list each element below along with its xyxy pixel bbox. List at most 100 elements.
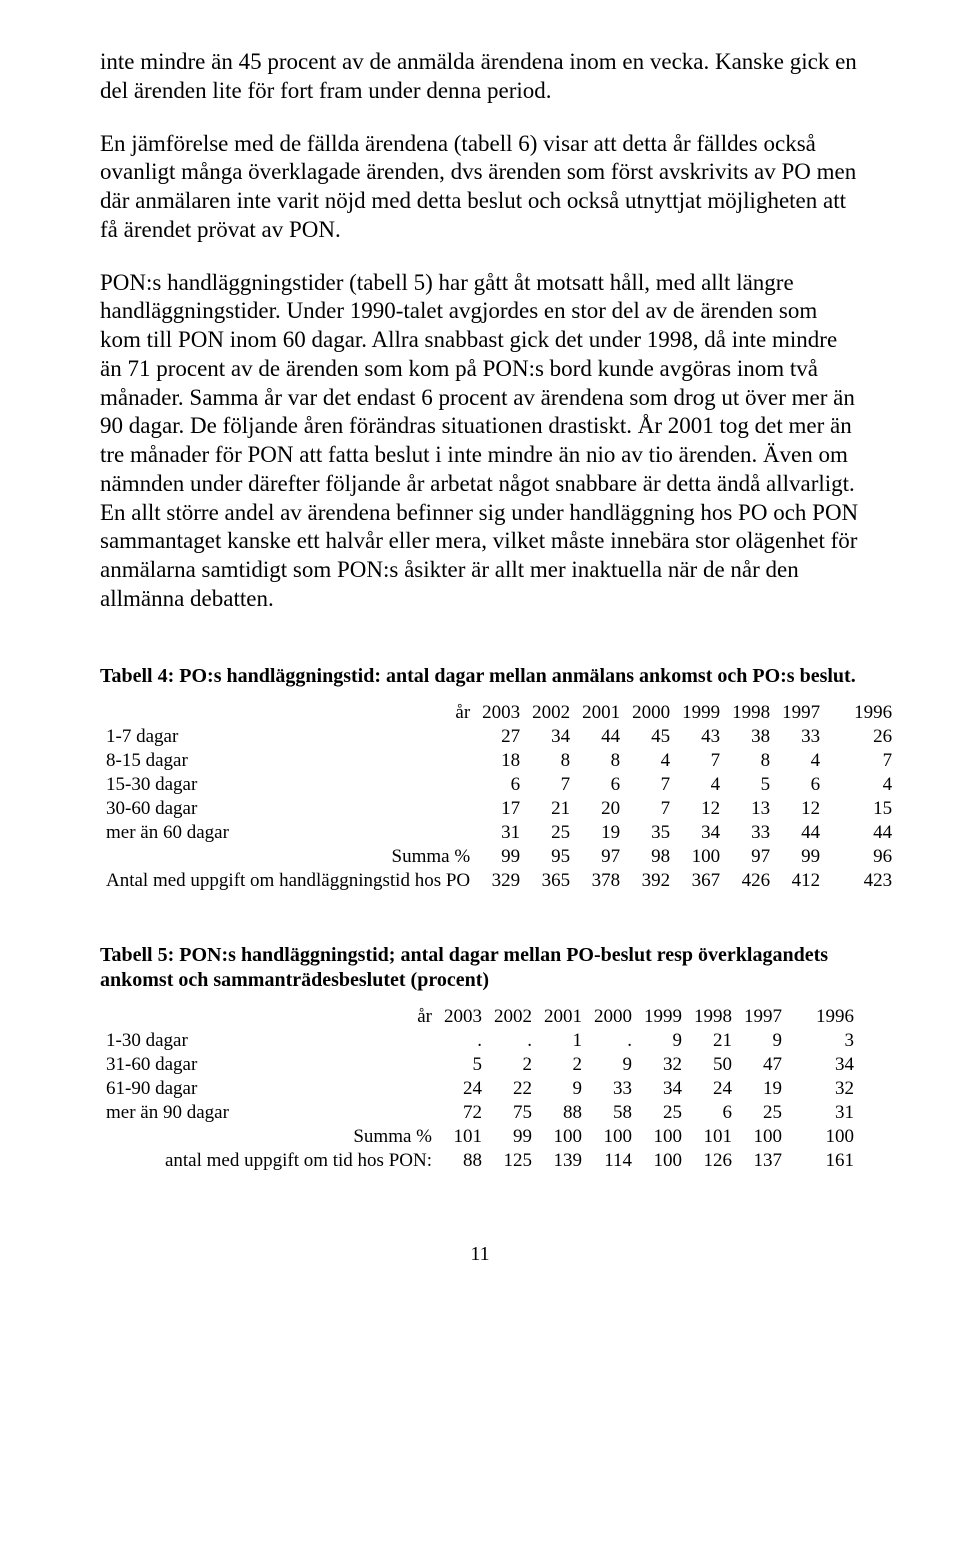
cell: 31	[476, 821, 526, 845]
cell: 44	[776, 821, 826, 845]
cell: 24	[688, 1077, 738, 1101]
cell: 6	[688, 1101, 738, 1125]
table4-year: 1996	[826, 701, 898, 725]
cell: 45	[626, 725, 676, 749]
page-number: 11	[100, 1243, 860, 1266]
summa-label: Summa %	[100, 1125, 438, 1149]
cell: 2	[488, 1053, 538, 1077]
table5-count-row: antal med uppgift om tid hos PON: 88 125…	[100, 1149, 860, 1173]
cell: 33	[726, 821, 776, 845]
table5-year-label: år	[100, 1005, 438, 1029]
cell: 18	[476, 749, 526, 773]
table-row: 30-60 dagar 17 21 20 7 12 13 12 15	[100, 797, 898, 821]
table5-year: 1999	[638, 1005, 688, 1029]
paragraph-3: PON:s handläggningstider (tabell 5) har …	[100, 269, 860, 614]
table-row: 15-30 dagar 6 7 6 7 4 5 6 4	[100, 773, 898, 797]
paragraph-1: inte mindre än 45 procent av de anmälda …	[100, 48, 860, 106]
cell: 35	[626, 821, 676, 845]
cell: 392	[626, 869, 676, 893]
cell: 100	[738, 1125, 788, 1149]
row-label: mer än 90 dagar	[100, 1101, 438, 1125]
cell: 7	[676, 749, 726, 773]
cell: 34	[676, 821, 726, 845]
table4-header-row: år 2003 2002 2001 2000 1999 1998 1997 19…	[100, 701, 898, 725]
cell: 7	[626, 773, 676, 797]
table4-year-label: år	[100, 701, 476, 725]
table4-count-row: Antal med uppgift om handläggningstid ho…	[100, 869, 898, 893]
cell: 44	[576, 725, 626, 749]
table-row: mer än 90 dagar 72 75 88 58 25 6 25 31	[100, 1101, 860, 1125]
table5-year: 1997	[738, 1005, 788, 1029]
cell: .	[438, 1029, 488, 1053]
cell: 126	[688, 1149, 738, 1173]
cell: 5	[438, 1053, 488, 1077]
cell: 15	[826, 797, 898, 821]
table-row: 61-90 dagar 24 22 9 33 34 24 19 32	[100, 1077, 860, 1101]
cell: .	[588, 1029, 638, 1053]
cell: 101	[688, 1125, 738, 1149]
page: inte mindre än 45 procent av de anmälda …	[0, 0, 960, 1326]
cell: 34	[526, 725, 576, 749]
cell: 137	[738, 1149, 788, 1173]
table-row: mer än 60 dagar 31 25 19 35 34 33 44 44	[100, 821, 898, 845]
count-label: antal med uppgift om tid hos PON:	[100, 1149, 438, 1173]
cell: 99	[488, 1125, 538, 1149]
cell: 33	[588, 1077, 638, 1101]
cell: 72	[438, 1101, 488, 1125]
cell: 19	[576, 821, 626, 845]
table5-caption: Tabell 5: PON:s handläggningstid; antal …	[100, 943, 860, 993]
row-label: mer än 60 dagar	[100, 821, 476, 845]
cell: 25	[526, 821, 576, 845]
cell: 114	[588, 1149, 638, 1173]
cell: 378	[576, 869, 626, 893]
cell: 9	[738, 1029, 788, 1053]
cell: 17	[476, 797, 526, 821]
cell: 25	[638, 1101, 688, 1125]
cell: 4	[776, 749, 826, 773]
cell: 25	[738, 1101, 788, 1125]
cell: 125	[488, 1149, 538, 1173]
cell: 365	[526, 869, 576, 893]
cell: 7	[526, 773, 576, 797]
cell: 47	[738, 1053, 788, 1077]
table-row: 31-60 dagar 5 2 2 9 32 50 47 34	[100, 1053, 860, 1077]
table4-year: 2002	[526, 701, 576, 725]
cell: 4	[676, 773, 726, 797]
table5-year: 2001	[538, 1005, 588, 1029]
cell: 32	[638, 1053, 688, 1077]
row-label: 8-15 dagar	[100, 749, 476, 773]
table5-year: 1998	[688, 1005, 738, 1029]
cell: 19	[738, 1077, 788, 1101]
row-label: 61-90 dagar	[100, 1077, 438, 1101]
table4-year: 2003	[476, 701, 526, 725]
cell: 100	[538, 1125, 588, 1149]
table4-year: 1998	[726, 701, 776, 725]
cell: 88	[538, 1101, 588, 1125]
cell: 139	[538, 1149, 588, 1173]
cell: 423	[826, 869, 898, 893]
table4-summa-row: Summa % 99 95 97 98 100 97 99 96	[100, 845, 898, 869]
cell: 8	[726, 749, 776, 773]
cell: 58	[588, 1101, 638, 1125]
cell: 7	[626, 797, 676, 821]
cell: 31	[788, 1101, 860, 1125]
cell: 6	[776, 773, 826, 797]
cell: 2	[538, 1053, 588, 1077]
cell: 34	[638, 1077, 688, 1101]
cell: 7	[826, 749, 898, 773]
cell: .	[488, 1029, 538, 1053]
table4: år 2003 2002 2001 2000 1999 1998 1997 19…	[100, 701, 898, 893]
cell: 412	[776, 869, 826, 893]
cell: 13	[726, 797, 776, 821]
cell: 3	[788, 1029, 860, 1053]
cell: 98	[626, 845, 676, 869]
cell: 32	[788, 1077, 860, 1101]
cell: 75	[488, 1101, 538, 1125]
cell: 5	[726, 773, 776, 797]
cell: 426	[726, 869, 776, 893]
cell: 88	[438, 1149, 488, 1173]
cell: 97	[726, 845, 776, 869]
cell: 33	[776, 725, 826, 749]
row-label: 31-60 dagar	[100, 1053, 438, 1077]
row-label: 15-30 dagar	[100, 773, 476, 797]
